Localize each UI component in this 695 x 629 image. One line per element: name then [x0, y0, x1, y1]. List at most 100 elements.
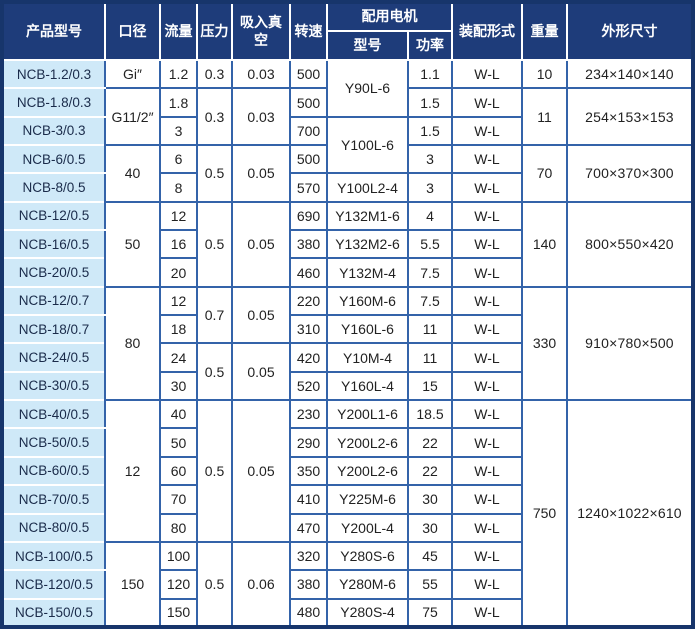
cell-assembly: W-L	[451, 427, 523, 458]
cell-assembly: W-L	[451, 115, 523, 147]
cell-assembly: W-L	[451, 200, 523, 232]
cell-assembly: W-L	[451, 569, 523, 600]
cell-motor-model: Y200L2-6	[326, 455, 409, 487]
cell-weight: 70	[521, 144, 568, 203]
cell-speed: 310	[289, 314, 328, 345]
cell-motor-model: Y160M-6	[326, 285, 409, 317]
cell-motor-power: 5.5	[407, 229, 453, 260]
cell-flow: 100	[159, 540, 198, 572]
table-body: NCB-1.2/0.3 Gi″ 1.2 0.3 0.03 500 Y90L-6 1.1 W-L 1…	[2, 58, 694, 629]
cell-speed: 420	[289, 342, 328, 373]
cell-motor-model: Y10M-4	[326, 342, 409, 373]
cell-motor-model: Y200L1-6	[326, 399, 409, 430]
cell-flow: 24	[159, 342, 198, 373]
cell-dimensions: 800×550×420	[566, 200, 694, 288]
table-row: NCB-80/0.5 80 470 Y200L-4 30 W-L	[2, 512, 693, 543]
cell-speed: 380	[289, 569, 328, 600]
table-row: NCB-16/0.5 16 380 Y132M2-6 5.5 W-L	[2, 229, 693, 260]
cell-motor-power: 11	[407, 342, 453, 373]
cell-speed: 500	[289, 87, 328, 118]
cell-diameter: 40	[104, 144, 161, 203]
cell-motor-power: 75	[407, 597, 453, 629]
table-row: NCB-150/0.5 150 480 Y280S-4 75 W-L	[2, 597, 693, 629]
cell-weight: 750	[521, 399, 568, 628]
col-header-weight: 重量	[521, 1, 568, 61]
cell-assembly: W-L	[451, 597, 523, 629]
cell-assembly: W-L	[451, 257, 523, 288]
cell-assembly: W-L	[451, 229, 523, 260]
cell-diameter: 50	[104, 200, 161, 288]
cell-diameter: 12	[104, 399, 161, 543]
cell-speed: 570	[289, 172, 328, 203]
cell-assembly: W-L	[451, 285, 523, 317]
col-header-speed: 转速	[289, 1, 328, 61]
table-row: NCB-3/0.3 3 700 Y100L-6 1.5 W-L	[2, 115, 693, 175]
cell-motor-model: Y100L2-4	[326, 172, 409, 203]
table-row: NCB-8/0.5 8 570 Y100L2-4 3 W-L	[2, 172, 693, 203]
cell-model: NCB-70/0.5	[2, 484, 106, 515]
cell-model: NCB-120/0.5	[2, 569, 106, 600]
col-header-assembly: 装配形式	[451, 1, 523, 61]
cell-vacuum: 0.05	[231, 144, 291, 203]
col-header-motor-power: 功率	[407, 30, 453, 61]
cell-model: NCB-40/0.5	[2, 399, 106, 430]
cell-motor-power: 30	[407, 512, 453, 543]
cell-assembly: W-L	[451, 87, 523, 118]
cell-motor-model: Y280S-6	[326, 540, 409, 572]
cell-speed: 380	[289, 229, 328, 260]
cell-motor-power: 7.5	[407, 285, 453, 317]
table-row: NCB-20/0.5 20 460 Y132M-4 7.5 W-L	[2, 257, 693, 288]
cell-flow: 1.2	[159, 58, 198, 90]
cell-pressure: 0.5	[196, 342, 233, 402]
cell-assembly: W-L	[451, 399, 523, 430]
cell-model: NCB-24/0.5	[2, 342, 106, 373]
col-header-product-model: 产品型号	[1, 1, 106, 61]
cell-speed: 700	[289, 115, 328, 147]
table-row: NCB-100/0.5 150 100 0.5 0.06 320 Y280S-6 45 W-L	[2, 540, 693, 629]
cell-pressure: 0.5	[196, 144, 233, 203]
cell-weight: 330	[521, 285, 568, 402]
cell-flow: 80	[159, 512, 198, 543]
cell-model: NCB-1.2/0.3	[2, 58, 106, 90]
cell-model: NCB-1.8/0.3	[2, 87, 106, 118]
table-row: NCB-120/0.5 120 380 Y280M-6 55 W-L	[2, 569, 693, 600]
cell-model: NCB-60/0.5	[2, 455, 106, 487]
cell-motor-model: Y200L2-6	[326, 427, 409, 458]
cell-assembly: W-L	[451, 144, 523, 175]
cell-flow: 20	[159, 257, 198, 288]
cell-motor-model: Y160L-6	[326, 314, 409, 345]
table-row: NCB-18/0.7 18 310 Y160L-6 11 W-L	[2, 314, 693, 345]
cell-motor-model: Y160L-4	[326, 370, 409, 402]
cell-flow: 1.8	[159, 87, 198, 118]
cell-speed: 470	[289, 512, 328, 543]
cell-motor-power: 18.5	[407, 399, 453, 430]
cell-motor-power: 4	[407, 200, 453, 232]
cell-diameter: G11/2″	[104, 87, 161, 147]
cell-flow: 50	[159, 427, 198, 458]
cell-motor-model: Y280S-4	[326, 597, 409, 629]
cell-model: NCB-6/0.5	[2, 144, 106, 175]
cell-vacuum: 0.03	[231, 87, 291, 147]
cell-motor-model: Y90L-6	[326, 59, 409, 118]
cell-vacuum: 0.05	[231, 285, 291, 345]
col-header-motor-model: 型号	[326, 30, 409, 61]
cell-model: NCB-100/0.5	[2, 540, 106, 572]
cell-pressure: 0.3	[196, 87, 233, 147]
table-row: NCB-70/0.5 70 410 Y225M-6 30 W-L	[2, 484, 693, 515]
cell-assembly: W-L	[451, 484, 523, 515]
table-row: NCB-1.8/0.3 G11/2″ 1.8 0.3 0.03 500 1.5 W-L 11 25…	[2, 87, 694, 147]
cell-motor-power: 11	[407, 314, 453, 345]
cell-diameter: 80	[104, 285, 161, 402]
cell-assembly: W-L	[451, 314, 523, 345]
cell-motor-power: 1.5	[407, 87, 453, 118]
cell-motor-power: 22	[407, 427, 453, 458]
cell-motor-model: Y200L-4	[326, 512, 409, 543]
cell-dimensions: 254×153×153	[566, 87, 694, 147]
header-row-motor-sub: 型号 功率	[2, 30, 693, 61]
cell-speed: 480	[289, 597, 328, 629]
cell-speed: 690	[289, 200, 328, 232]
cell-flow: 8	[159, 172, 198, 203]
cell-motor-power: 3	[407, 172, 453, 203]
